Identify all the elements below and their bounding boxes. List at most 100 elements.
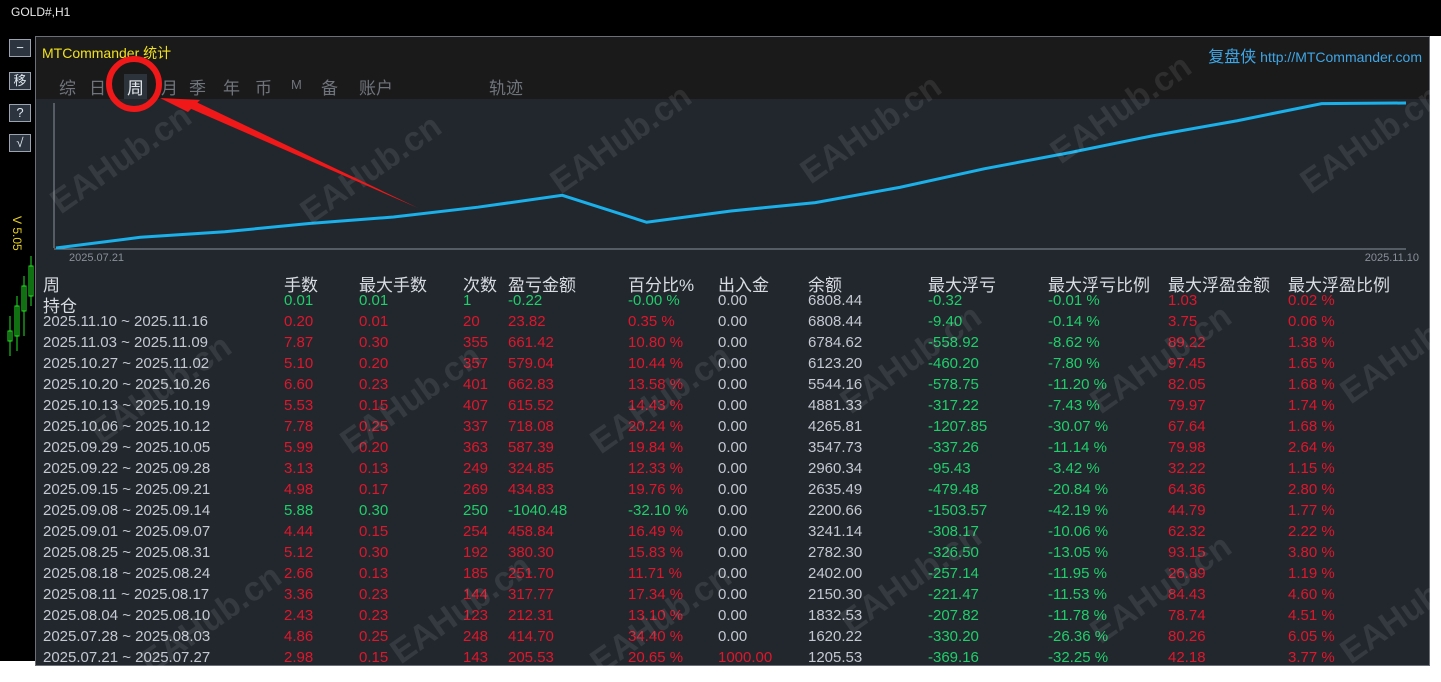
cell-col-0: 2025.09.01 ~ 2025.09.07	[43, 523, 210, 540]
tab-0[interactable]: 综	[59, 74, 76, 99]
cell-col-11: 1.19 %	[1288, 565, 1335, 582]
cell-col-6: 0.00	[718, 565, 747, 582]
cell-col-8: -326.50	[928, 544, 979, 561]
cell-col-9: -42.19 %	[1048, 502, 1108, 519]
cell-col-5: 13.10 %	[628, 607, 683, 624]
cell-col-11: 3.77 %	[1288, 649, 1335, 666]
tab-8[interactable]: 备	[321, 74, 338, 99]
cell-col-9: -7.80 %	[1048, 355, 1100, 372]
version-label: V 5.05	[10, 216, 24, 251]
cell-col-5: 19.76 %	[628, 481, 683, 498]
cell-col-0: 2025.09.29 ~ 2025.10.05	[43, 439, 210, 456]
cell-col-11: 3.80 %	[1288, 544, 1335, 561]
panel-title: MTCommander 统计	[42, 43, 171, 63]
cell-col-5: 19.84 %	[628, 439, 683, 456]
cell-col-4: -0.22	[508, 292, 542, 309]
cell-col-5: 0.35 %	[628, 313, 675, 330]
cell-col-1: 4.44	[284, 523, 313, 540]
cell-col-6: 0.00	[718, 460, 747, 477]
table-header-row: 周手数最大手数次数盈亏金额百分比%出入金余额最大浮亏最大浮亏比例最大浮盈金额最大…	[36, 271, 1429, 292]
cell-col-2: 0.25	[359, 418, 388, 435]
minimize-icon: −	[16, 40, 24, 55]
tab-7[interactable]: M	[291, 77, 302, 92]
tab-5[interactable]: 年	[223, 74, 240, 99]
cell-col-5: 20.24 %	[628, 418, 683, 435]
cell-col-10: 3.75	[1168, 313, 1197, 330]
cell-col-5: 17.34 %	[628, 586, 683, 603]
cell-col-3: 144	[463, 586, 488, 603]
cell-col-0: 2025.08.11 ~ 2025.08.17	[43, 586, 209, 603]
tab-3[interactable]: 月	[161, 74, 178, 99]
cell-col-4: 414.70	[508, 628, 554, 645]
cell-col-10: 79.98	[1168, 439, 1206, 456]
tab-6[interactable]: 币	[255, 74, 272, 99]
cell-col-2: 0.23	[359, 376, 388, 393]
cell-col-7: 4881.33	[808, 397, 862, 414]
cell-col-10: 78.74	[1168, 607, 1206, 624]
cell-col-1: 2.98	[284, 649, 313, 666]
tab-9[interactable]: 账户	[359, 74, 393, 99]
cell-col-2: 0.17	[359, 481, 388, 498]
side-toolbar: − 移 ? √ V 5.05	[0, 36, 35, 661]
cell-col-11: 1.68 %	[1288, 376, 1335, 393]
cell-col-6: 0.00	[718, 607, 747, 624]
cell-col-4: 434.83	[508, 481, 554, 498]
cell-col-6: 0.00	[718, 628, 747, 645]
cell-col-9: -8.62 %	[1048, 334, 1100, 351]
cell-col-4: 615.52	[508, 397, 554, 414]
cell-col-1: 5.99	[284, 439, 313, 456]
cell-col-9: -11.53 %	[1048, 586, 1107, 603]
cell-col-2: 0.30	[359, 502, 388, 519]
cell-col-6: 0.00	[718, 502, 747, 519]
move-button[interactable]: 移	[9, 72, 31, 90]
cell-col-11: 1.65 %	[1288, 355, 1335, 372]
tab-1[interactable]: 日	[89, 74, 106, 99]
cell-col-11: 1.74 %	[1288, 397, 1335, 414]
tab-2[interactable]: 周	[124, 74, 147, 99]
confirm-button[interactable]: √	[9, 134, 31, 152]
cell-col-2: 0.25	[359, 628, 388, 645]
cell-col-1: 7.78	[284, 418, 313, 435]
cell-col-9: -11.95 %	[1048, 565, 1107, 582]
statistics-panel: MTCommander 统计 复盘侠 http://MTCommander.co…	[35, 36, 1430, 666]
cell-col-0: 2025.09.08 ~ 2025.09.14	[43, 502, 210, 519]
cell-col-5: 13.58 %	[628, 376, 683, 393]
tab-10[interactable]: 轨迹	[489, 74, 523, 99]
cell-col-0: 2025.07.21 ~ 2025.07.27	[43, 649, 210, 666]
move-icon: 移	[13, 73, 26, 88]
cell-col-8: -308.17	[928, 523, 979, 540]
tab-4[interactable]: 季	[189, 74, 206, 99]
cell-col-6: 0.00	[718, 397, 747, 414]
cell-col-11: 1.68 %	[1288, 418, 1335, 435]
minimize-button[interactable]: −	[9, 39, 31, 57]
cell-col-8: -1207.85	[928, 418, 987, 435]
cell-col-3: 1	[463, 292, 471, 309]
cell-col-0: 2025.09.15 ~ 2025.09.21	[43, 481, 210, 498]
cell-col-0: 2025.10.20 ~ 2025.10.26	[43, 376, 210, 393]
cell-col-9: -7.43 %	[1048, 397, 1100, 414]
cell-col-7: 2200.66	[808, 502, 862, 519]
brand-link[interactable]: 复盘侠 http://MTCommander.com	[1208, 43, 1422, 67]
cell-col-2: 0.30	[359, 334, 388, 351]
cell-col-7: 2150.30	[808, 586, 862, 603]
cell-col-11: 2.80 %	[1288, 481, 1335, 498]
cell-col-0: 2025.10.06 ~ 2025.10.12	[43, 418, 210, 435]
cell-col-10: 80.26	[1168, 628, 1206, 645]
cell-col-11: 2.22 %	[1288, 523, 1335, 540]
help-button[interactable]: ?	[9, 104, 31, 122]
cell-col-1: 4.98	[284, 481, 313, 498]
cell-col-1: 3.36	[284, 586, 313, 603]
cell-col-10: 93.15	[1168, 544, 1206, 561]
cell-col-11: 2.64 %	[1288, 439, 1335, 456]
cell-col-1: 2.66	[284, 565, 313, 582]
cell-col-7: 5544.16	[808, 376, 862, 393]
cell-col-9: -11.20 %	[1048, 376, 1107, 393]
cell-col-9: -10.06 %	[1048, 523, 1108, 540]
